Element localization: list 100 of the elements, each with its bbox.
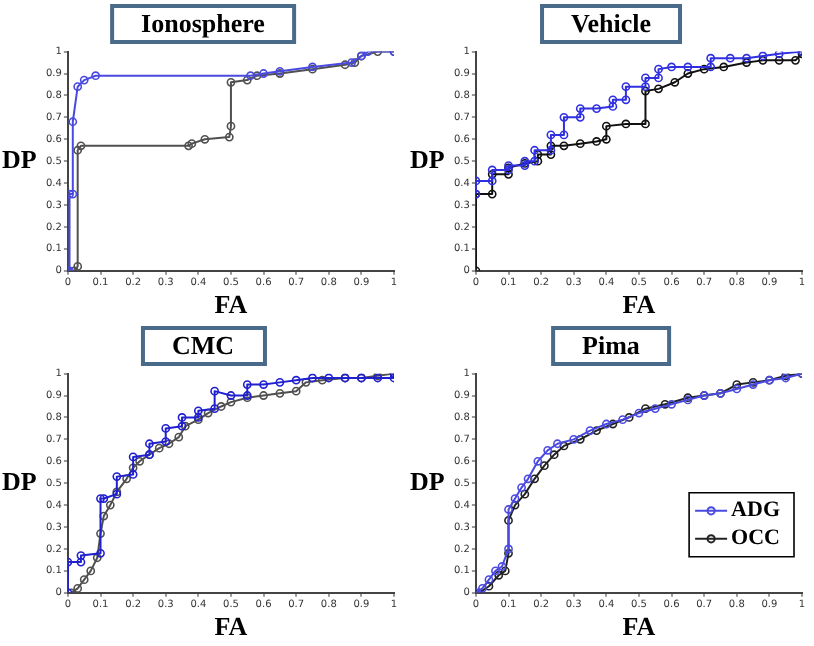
point [559,130,569,140]
point [660,399,670,409]
chart-title: CMC [139,326,267,366]
point [575,434,585,444]
x-axis-title: FA [214,289,249,320]
point [585,426,595,435]
point [184,141,193,151]
point [96,494,105,503]
point [706,62,716,72]
point [592,137,601,146]
point [259,380,268,389]
point [549,450,559,460]
point [275,388,285,398]
point [559,112,569,122]
point [699,64,709,74]
point [193,406,203,416]
point [618,415,628,425]
point [73,82,83,92]
point [719,62,729,72]
point [216,402,226,411]
point [530,145,539,155]
point [654,64,663,74]
legend-label: ADG [731,498,781,523]
chart-title: Vehicle [539,4,683,44]
point [539,461,549,471]
point [210,404,220,414]
point [73,145,83,155]
point [96,529,105,539]
point [575,139,585,149]
point [621,82,631,92]
point [634,408,644,418]
point [654,84,663,94]
x-axis-title: FA [214,611,249,642]
point [608,419,618,429]
y-axis-title: DP [2,465,37,496]
point [650,404,660,414]
point [86,566,96,576]
y-axis-title: DP [410,465,445,496]
point [122,474,131,484]
point [145,439,154,449]
point [291,375,301,385]
point [504,505,513,514]
point [510,494,520,503]
point [128,452,138,462]
point [575,104,585,113]
point [533,150,543,160]
point [641,119,650,129]
point [79,75,89,85]
point [92,553,102,563]
point [592,104,601,113]
point [742,53,751,63]
point [742,58,751,67]
point [226,77,236,87]
point [291,386,301,396]
point [667,399,676,409]
point [99,511,109,521]
point [791,55,800,65]
point [210,386,220,396]
point [559,141,569,151]
point [553,439,562,449]
point [601,419,611,429]
point [252,71,262,81]
point [683,69,693,78]
point [203,408,213,418]
legend-label: OCC [731,526,781,551]
point [732,380,742,389]
point [259,391,268,400]
point [533,456,543,466]
point [99,494,109,503]
point [105,500,115,510]
point [226,391,236,400]
point [621,95,631,105]
point [601,121,611,131]
point [500,566,510,576]
point [608,95,618,105]
point [226,121,236,131]
point [91,71,101,81]
point [667,62,676,72]
point [601,134,611,144]
point [504,516,513,525]
point [575,112,585,122]
point [187,139,197,149]
point [487,189,497,199]
point [340,60,350,70]
point [135,456,145,466]
point [670,77,680,87]
chart-title: Pima [550,326,672,366]
point [76,557,86,567]
chart-title: Ionosphere [109,4,297,44]
point [484,575,494,585]
point [774,55,784,65]
point [732,384,742,394]
point [226,397,236,407]
point [608,102,618,111]
point [76,551,86,560]
point [308,373,317,383]
point [79,575,89,585]
point [641,73,650,83]
point [520,489,530,499]
point [569,434,579,444]
